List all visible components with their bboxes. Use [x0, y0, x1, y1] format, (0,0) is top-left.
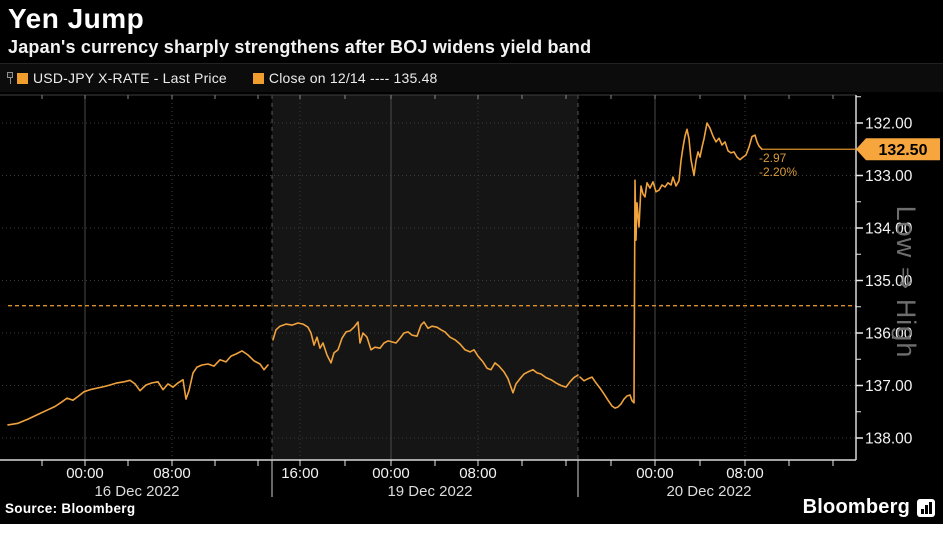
legend-swatch-icon	[17, 72, 28, 84]
y-axis-label: 138.00	[865, 431, 913, 448]
legend-label: USD-JPY X-RATE - Last Price	[33, 70, 227, 86]
y-axis-label: 132.00	[865, 116, 913, 133]
x-axis-time-label: 00:00	[66, 465, 104, 482]
x-axis-time-label: 16:00	[281, 465, 319, 482]
x-axis-date-label: 16 Dec 2022	[94, 483, 179, 500]
x-axis-time-label: 08:00	[459, 465, 497, 482]
x-axis-date-label: 20 Dec 2022	[666, 483, 751, 500]
source-attribution: Source: Bloomberg	[5, 501, 136, 516]
title-block: Yen Jump Japan's currency sharply streng…	[8, 2, 591, 58]
price-line	[272, 321, 579, 394]
price-line	[7, 350, 269, 426]
legend-label: Close on 12/14 ---- 135.48	[268, 70, 438, 86]
chart-subtitle: Japan's currency sharply strengthens aft…	[8, 37, 592, 57]
y-axis-label: 137.00	[865, 378, 913, 395]
pin-icon	[7, 71, 15, 85]
net-change-annotation: -2.97	[759, 151, 787, 165]
y-axis-label: 136.00	[865, 326, 913, 343]
bloomberg-wordmark: Bloomberg	[802, 496, 910, 518]
bloomberg-brand: Bloomberg	[803, 496, 935, 519]
legend-item-close: Close on 12/14 ---- 135.48	[252, 70, 438, 86]
last-price-value: 132.50	[879, 142, 928, 159]
y-axis-label: 135.00	[865, 273, 913, 290]
y-axis-label: 134.00	[865, 221, 913, 238]
x-axis-date-label: 19 Dec 2022	[387, 483, 472, 500]
y-axis-inverted-note: Low ⇒ High	[891, 206, 921, 359]
chart-title: Yen Jump	[8, 3, 145, 34]
x-axis-time-label: 00:00	[372, 465, 410, 482]
bottom-border	[0, 524, 943, 533]
chart-bars-icon	[917, 498, 935, 517]
legend-swatch-icon	[252, 72, 264, 84]
last-price-badge	[856, 138, 940, 161]
legend-bar: USD-JPY X-RATE - Last Price Close on 12/…	[0, 63, 943, 92]
pct-change-annotation: -2.20%	[759, 165, 797, 179]
y-axis-label: 133.00	[865, 168, 913, 185]
price-line	[579, 122, 763, 409]
x-axis-time-label: 08:00	[726, 465, 764, 482]
session-highlight-band	[272, 95, 578, 460]
x-axis-time-label: 08:00	[153, 465, 191, 482]
legend-item-last-price: USD-JPY X-RATE - Last Price	[17, 70, 227, 86]
x-axis-time-label: 00:00	[636, 465, 674, 482]
